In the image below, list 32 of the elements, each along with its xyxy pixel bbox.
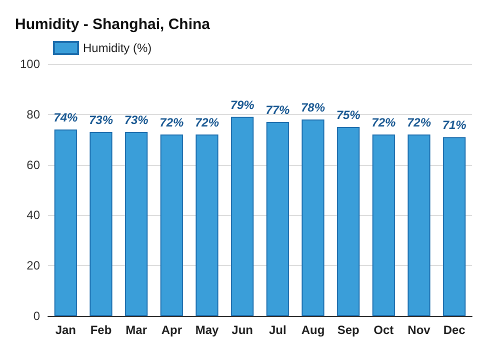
x-tick-label: Sep (337, 323, 360, 337)
x-tick-label: Jun (232, 323, 254, 337)
data-label: 73% (88, 113, 114, 128)
legend-label: Humidity (%) (83, 41, 152, 55)
chart-title: Humidity - Shanghai, China (15, 16, 211, 33)
x-tick-label: Jul (268, 323, 286, 337)
x-tick-label: Aug (301, 323, 325, 337)
x-tick-label: Apr (161, 323, 182, 337)
y-tick-label: 40 (26, 208, 40, 222)
x-tick-label: Mar (126, 323, 148, 337)
data-label: 75% (336, 108, 361, 122)
data-label: 72% (406, 116, 432, 130)
x-tick-label: Jan (55, 323, 76, 337)
x-tick-label: Dec (443, 323, 466, 337)
data-label: 79% (230, 98, 255, 112)
x-tick-label: Nov (408, 323, 431, 337)
y-tick-label: 60 (26, 158, 40, 172)
y-tick-label: 0 (33, 309, 40, 323)
y-tick-label: 100 (20, 57, 40, 71)
y-tick-label: 20 (26, 258, 40, 273)
data-label: 73% (124, 113, 149, 128)
data-label: 78% (300, 100, 326, 114)
data-label: 77% (266, 102, 290, 117)
x-tick-label: May (195, 323, 219, 337)
data-label: 71% (442, 118, 467, 132)
data-label: 72% (160, 116, 184, 130)
y-tick-label: 80 (26, 107, 40, 122)
data-label: 72% (372, 116, 396, 130)
x-tick-label: Oct (374, 323, 394, 337)
x-tick-label: Feb (90, 323, 112, 337)
data-label: 74% (54, 110, 78, 125)
data-label: 72% (194, 116, 220, 130)
